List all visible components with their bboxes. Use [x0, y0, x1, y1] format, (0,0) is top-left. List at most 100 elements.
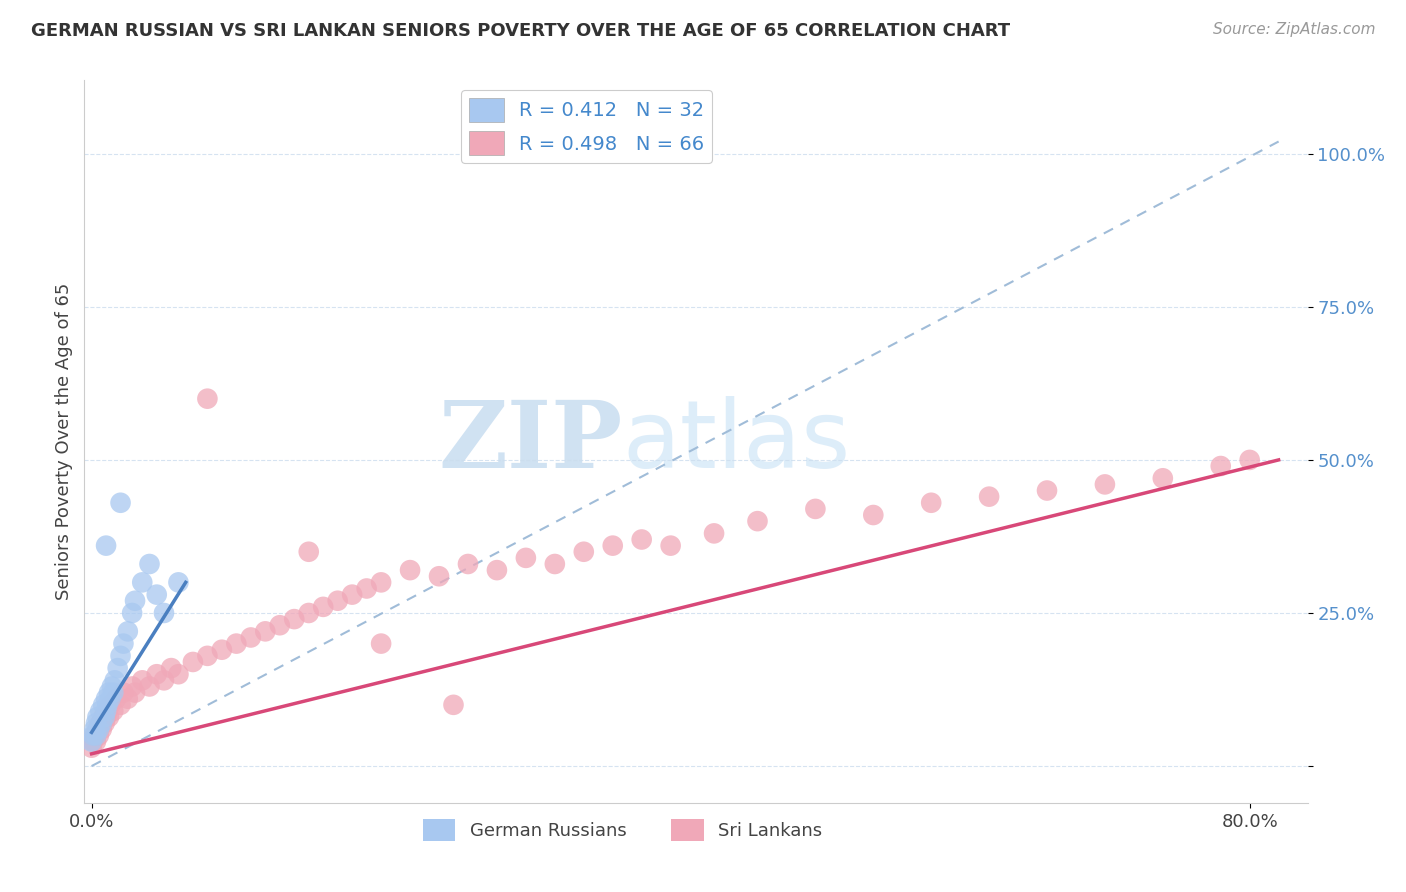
- Point: [80, 734, 103, 748]
- Point: [89, 716, 111, 731]
- Point: [1094, 477, 1116, 491]
- Point: [84, 728, 107, 742]
- Point: [124, 685, 146, 699]
- Point: [124, 593, 146, 607]
- Point: [283, 612, 305, 626]
- Point: [485, 563, 508, 577]
- Point: [145, 588, 167, 602]
- Point: [269, 618, 291, 632]
- Point: [167, 667, 190, 681]
- Point: [160, 661, 183, 675]
- Point: [804, 502, 827, 516]
- Point: [84, 716, 107, 731]
- Point: [87, 728, 110, 742]
- Point: [862, 508, 884, 522]
- Point: [131, 673, 153, 688]
- Text: Source: ZipAtlas.com: Source: ZipAtlas.com: [1212, 22, 1375, 37]
- Point: [254, 624, 277, 639]
- Point: [659, 539, 682, 553]
- Point: [82, 734, 104, 748]
- Point: [1209, 458, 1232, 473]
- Point: [370, 637, 392, 651]
- Point: [84, 734, 107, 748]
- Point: [91, 698, 114, 712]
- Point: [90, 723, 112, 737]
- Point: [747, 514, 769, 528]
- Point: [110, 698, 132, 712]
- Point: [98, 710, 121, 724]
- Point: [544, 557, 567, 571]
- Point: [312, 599, 335, 614]
- Point: [121, 606, 143, 620]
- Point: [167, 575, 190, 590]
- Point: [1036, 483, 1059, 498]
- Point: [197, 392, 219, 406]
- Point: [131, 575, 153, 590]
- Point: [105, 691, 128, 706]
- Point: [1239, 453, 1261, 467]
- Point: [101, 680, 124, 694]
- Point: [121, 680, 143, 694]
- Point: [86, 710, 108, 724]
- Point: [977, 490, 1000, 504]
- Point: [100, 691, 122, 706]
- Point: [703, 526, 725, 541]
- Point: [94, 539, 117, 553]
- Point: [602, 539, 624, 553]
- Point: [572, 545, 595, 559]
- Point: [181, 655, 204, 669]
- Point: [93, 710, 115, 724]
- Point: [225, 637, 247, 651]
- Point: [197, 648, 219, 663]
- Point: [356, 582, 378, 596]
- Point: [91, 710, 114, 724]
- Point: [370, 575, 392, 590]
- Point: [107, 661, 129, 675]
- Point: [103, 685, 125, 699]
- Text: atlas: atlas: [623, 395, 851, 488]
- Point: [94, 704, 117, 718]
- Text: GERMAN RUSSIAN VS SRI LANKAN SENIORS POVERTY OVER THE AGE OF 65 CORRELATION CHAR: GERMAN RUSSIAN VS SRI LANKAN SENIORS POV…: [31, 22, 1010, 40]
- Point: [399, 563, 422, 577]
- Point: [83, 723, 105, 737]
- Point: [104, 673, 127, 688]
- Point: [112, 685, 135, 699]
- Point: [117, 624, 139, 639]
- Point: [920, 496, 942, 510]
- Point: [86, 723, 108, 737]
- Point: [457, 557, 479, 571]
- Point: [298, 606, 321, 620]
- Point: [153, 673, 176, 688]
- Point: [138, 557, 160, 571]
- Point: [80, 740, 103, 755]
- Point: [82, 728, 104, 742]
- Point: [110, 496, 132, 510]
- Point: [211, 642, 233, 657]
- Point: [117, 691, 139, 706]
- Point: [94, 710, 117, 724]
- Point: [239, 631, 262, 645]
- Point: [94, 691, 117, 706]
- Point: [427, 569, 450, 583]
- Point: [326, 593, 349, 607]
- Point: [112, 637, 135, 651]
- Text: ZIP: ZIP: [439, 397, 623, 486]
- Point: [515, 550, 537, 565]
- Point: [1152, 471, 1174, 485]
- Point: [98, 685, 121, 699]
- Point: [153, 606, 176, 620]
- Point: [138, 680, 160, 694]
- Point: [100, 698, 122, 712]
- Point: [443, 698, 465, 712]
- Point: [110, 648, 132, 663]
- Point: [298, 545, 321, 559]
- Point: [340, 588, 363, 602]
- Point: [87, 723, 110, 737]
- Point: [83, 728, 105, 742]
- Point: [90, 716, 112, 731]
- Point: [93, 716, 115, 731]
- Point: [89, 704, 111, 718]
- Point: [630, 533, 652, 547]
- Point: [145, 667, 167, 681]
- Point: [103, 704, 125, 718]
